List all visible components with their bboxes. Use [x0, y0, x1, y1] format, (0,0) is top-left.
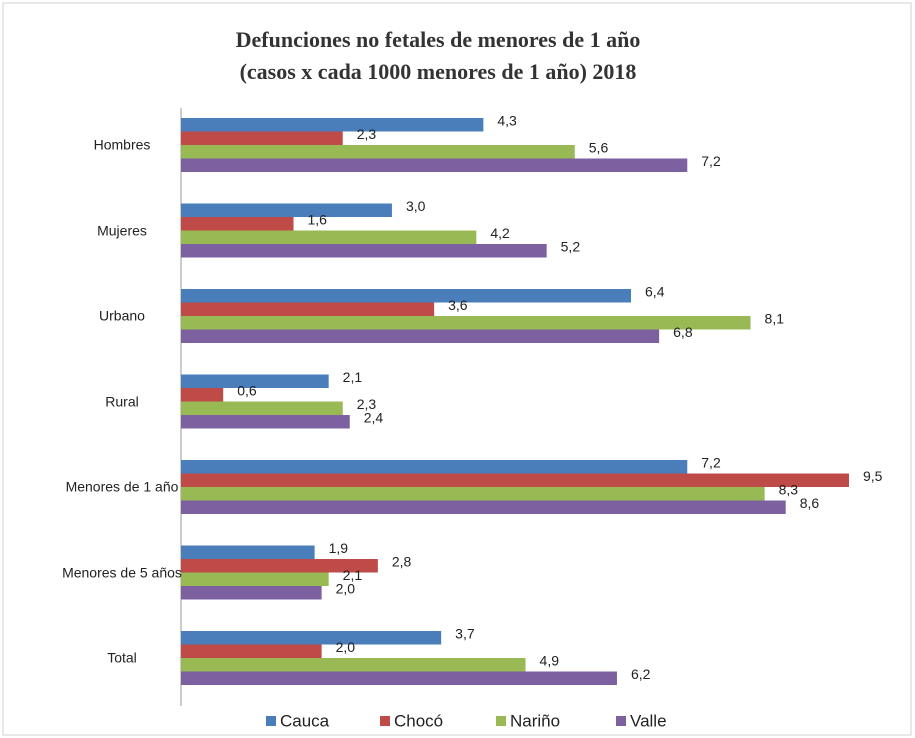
bar: [181, 671, 617, 685]
bar: [181, 545, 315, 559]
data-label: 3,7: [455, 625, 475, 641]
data-label: 6,2: [631, 666, 651, 682]
data-label: 3,0: [406, 198, 426, 214]
bar: [181, 131, 343, 145]
category-label: Urbano: [99, 307, 145, 324]
data-label: 1,6: [308, 211, 328, 227]
data-label: 6,8: [673, 324, 693, 340]
bar: [181, 316, 751, 330]
data-label: 2,1: [343, 369, 363, 385]
data-label: 7,2: [701, 153, 721, 169]
data-label: 2,1: [343, 567, 363, 583]
bar: [181, 118, 484, 132]
bar: [181, 203, 392, 217]
data-label: 2,3: [357, 126, 377, 142]
data-label: 2,0: [336, 639, 356, 655]
data-label: 3,6: [448, 297, 468, 313]
legend-label: Valle: [630, 711, 667, 730]
category-label: Menores de 1 año: [65, 478, 179, 495]
data-label: 8,6: [800, 495, 820, 511]
bar: [181, 374, 329, 388]
bar: [181, 500, 786, 514]
data-label: 7,2: [701, 454, 721, 470]
data-label: 1,9: [329, 540, 349, 556]
bar: [181, 460, 688, 474]
data-label: 5,6: [589, 139, 609, 155]
data-label: 4,3: [497, 112, 517, 128]
bar: [181, 302, 435, 316]
legend-label: Nariño: [510, 711, 560, 730]
bar: [181, 559, 378, 573]
bar: [181, 289, 632, 303]
chart-title: Defunciones no fetales de menores de 1 a…: [236, 27, 641, 52]
category-label: Mujeres: [97, 222, 147, 238]
data-label: 4,9: [540, 652, 560, 668]
bar: [181, 473, 849, 487]
bar: [181, 631, 442, 645]
category-label: Total: [107, 649, 137, 666]
bar: [181, 415, 350, 429]
data-label: 9,5: [863, 468, 883, 484]
bar: [181, 217, 294, 231]
bar: [181, 158, 688, 172]
bar: [181, 230, 477, 244]
bar: [181, 644, 322, 658]
data-label: 5,2: [561, 238, 581, 254]
legend-label: Cauca: [280, 711, 330, 730]
data-label: 2,8: [392, 553, 412, 569]
data-label: 4,2: [490, 225, 510, 241]
bar: [181, 388, 224, 402]
category-label: Hombres: [93, 136, 151, 153]
chart-subtitle: (casos x cada 1000 menores de 1 año) 201…: [240, 59, 637, 84]
data-label: 8,3: [779, 481, 799, 497]
legend-label: Chocó: [394, 711, 443, 730]
bar: [181, 658, 526, 672]
data-label: 2,4: [364, 409, 384, 425]
data-label: 2,3: [357, 396, 377, 412]
category-label: Rural: [105, 393, 139, 409]
legend-swatch: [266, 716, 276, 726]
data-label: 0,6: [237, 382, 257, 398]
bar: [181, 487, 765, 501]
bar: [181, 572, 329, 586]
data-label: 6,4: [645, 283, 665, 299]
data-label: 8,1: [765, 310, 785, 326]
legend-swatch: [616, 716, 626, 726]
bar: [181, 145, 575, 159]
bar: [181, 329, 660, 343]
bar: [181, 244, 547, 258]
category-label: Menores de 5 años: [62, 564, 182, 580]
data-label: 2,0: [336, 580, 356, 596]
bar: [181, 586, 322, 600]
legend-swatch: [496, 716, 506, 726]
bar: [181, 401, 343, 415]
legend-swatch: [380, 716, 390, 726]
